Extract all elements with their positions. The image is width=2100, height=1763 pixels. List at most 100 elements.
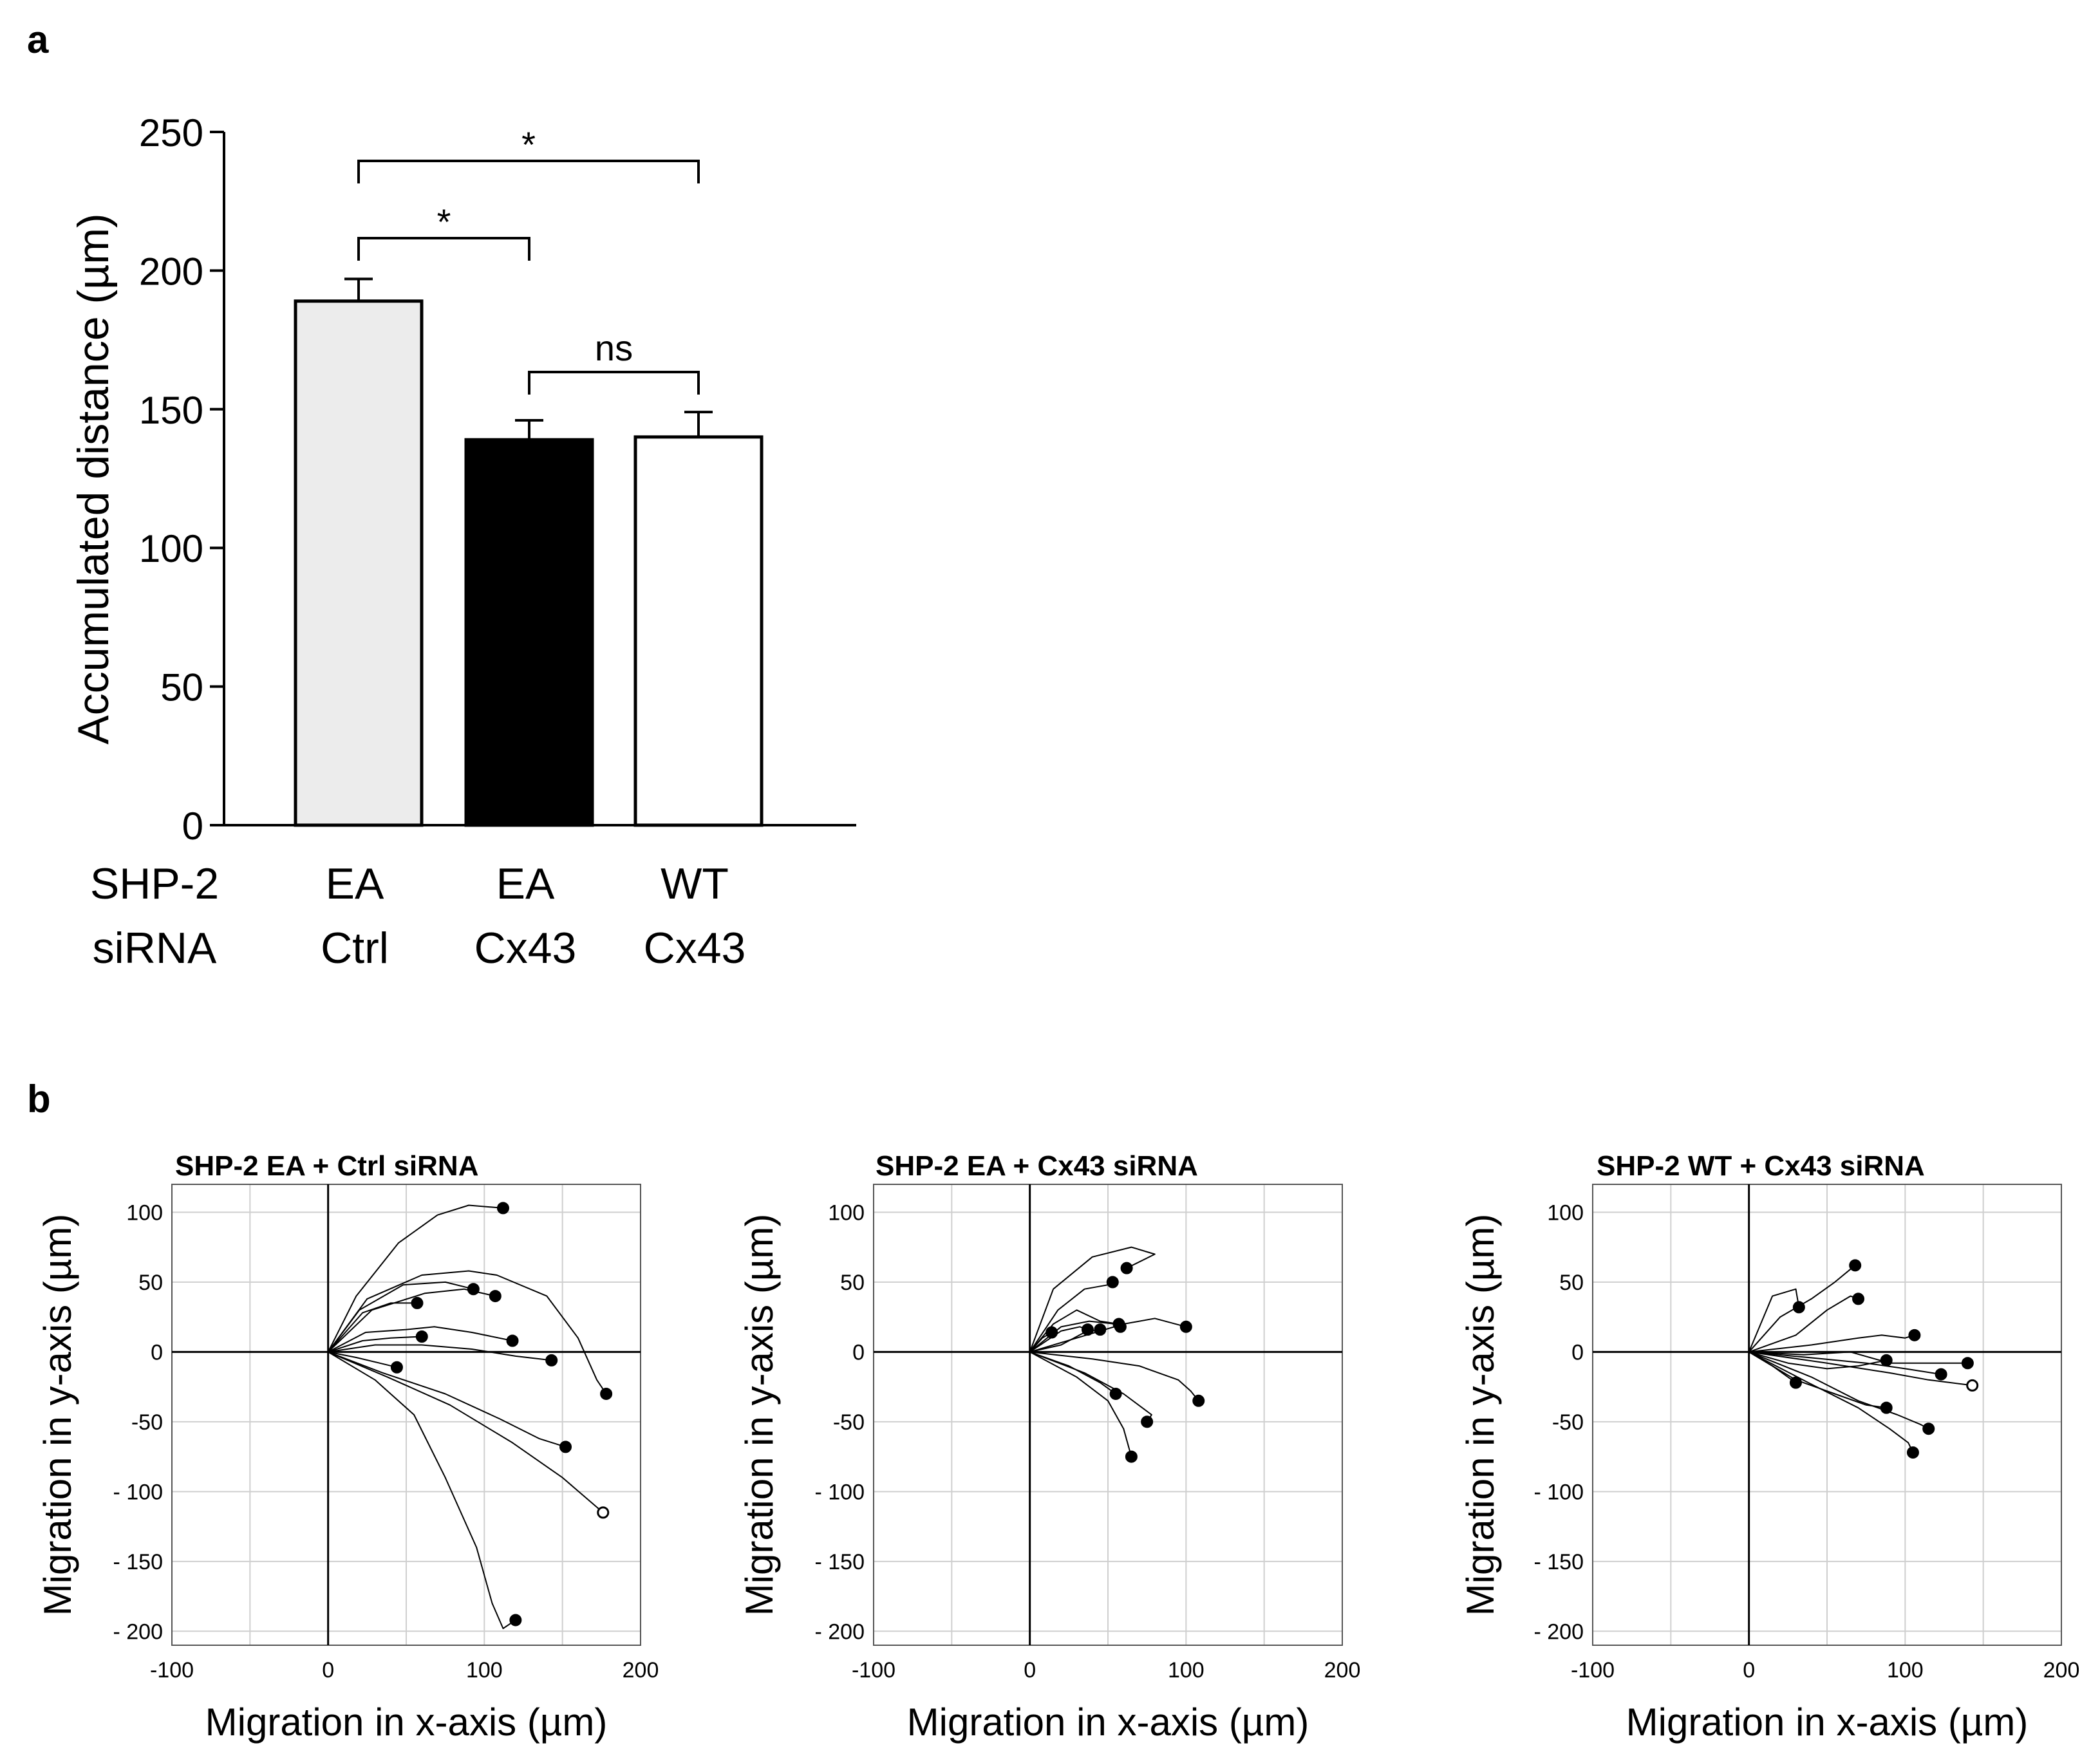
y-tick-label: - 200	[815, 1619, 865, 1644]
significance-label: ns	[595, 328, 633, 368]
row-label: siRNA	[93, 924, 217, 973]
category-label: EA	[326, 859, 384, 908]
x-axis-label: Migration in x-axis (µm)	[1626, 1701, 2029, 1744]
track-endpoint	[496, 1202, 509, 1215]
cell-track	[328, 1336, 422, 1353]
track-endpoint	[597, 1506, 610, 1519]
plot-frame	[171, 1184, 641, 1646]
x-tick-label: 200	[1324, 1658, 1361, 1683]
x-tick-label: 200	[2043, 1658, 2080, 1683]
y-tick-label: 50	[138, 1271, 163, 1295]
x-tick-label: -100	[150, 1658, 194, 1683]
track-endpoint	[559, 1441, 572, 1453]
track-endpoint	[1789, 1376, 1802, 1389]
cell-track	[1029, 1309, 1120, 1353]
y-axis-label: Migration in y-axis (µm)	[36, 1214, 79, 1616]
category-label: Cx43	[474, 924, 577, 973]
migration-plots: -100 0 100 200 100 50 0 -50 - 100 - 150 - 200 SHP-2…	[36, 1150, 2079, 1744]
significance-brackets: * * ns	[357, 124, 700, 395]
track-endpoint	[1792, 1301, 1805, 1314]
category-label: Cx43	[644, 924, 746, 973]
track-endpoint	[1880, 1354, 1893, 1367]
x-tick-label: -100	[852, 1658, 895, 1683]
track-endpoint	[489, 1290, 502, 1303]
cell-track	[327, 1204, 503, 1352]
y-tick-label: 100	[126, 1200, 163, 1225]
category-label: EA	[496, 859, 555, 908]
track-endpoint	[1125, 1450, 1138, 1463]
track-endpoint	[1081, 1323, 1094, 1336]
track-endpoint	[1179, 1320, 1192, 1333]
y-tick-label: 50	[160, 666, 203, 709]
track-endpoint	[1906, 1446, 1919, 1459]
track-endpoint	[1094, 1323, 1107, 1336]
cell-track	[328, 1288, 496, 1353]
x-tick-label: 0	[1024, 1658, 1036, 1683]
track-endpoint	[1935, 1368, 1947, 1381]
y-tick-label: - 100	[1534, 1480, 1584, 1504]
track-endpoint	[506, 1334, 519, 1347]
significance-bracket	[528, 371, 700, 395]
track-endpoint	[1120, 1262, 1133, 1274]
track-endpoint	[1880, 1401, 1893, 1414]
significance-label: *	[437, 201, 451, 242]
plot-frame	[873, 1184, 1343, 1646]
x-tick-label: 200	[623, 1658, 659, 1683]
cell-track	[328, 1351, 397, 1368]
bar	[294, 299, 424, 827]
track-endpoint	[1852, 1292, 1865, 1305]
bar	[633, 435, 764, 827]
y-tick-label: 250	[139, 111, 203, 154]
cell-track	[328, 1351, 604, 1513]
y-tick-label: - 150	[113, 1550, 164, 1574]
y-tick-label: 100	[828, 1200, 865, 1225]
y-axis-label: Migration in y-axis (µm)	[1459, 1214, 1502, 1616]
track-plot: -100 0 100 200 100 50 0 -50 - 100 - 150 - 200 SHP-2…	[36, 1150, 659, 1744]
category-labels: SHP-2 siRNA EA Ctrl EA Cx43 WT Cx43	[90, 859, 746, 973]
plot-title: SHP-2 WT + Cx43 siRNA	[1597, 1150, 1925, 1182]
cell-track	[1748, 1288, 1800, 1352]
cell-track	[328, 1344, 552, 1361]
x-axis-label: Migration in x-axis (µm)	[205, 1701, 608, 1744]
y-tick-label: - 200	[1534, 1619, 1584, 1644]
cell-track	[1748, 1351, 1942, 1376]
track-endpoint	[509, 1614, 522, 1627]
category-label: WT	[661, 859, 729, 908]
track-endpoint	[600, 1387, 613, 1400]
y-tick-label: -50	[131, 1410, 163, 1435]
track-endpoint	[415, 1330, 428, 1343]
track-endpoint	[1192, 1394, 1205, 1407]
track-endpoint	[390, 1361, 403, 1374]
y-tick-label: 50	[1559, 1271, 1584, 1295]
cell-track	[1748, 1351, 1887, 1370]
y-tick-label: 100	[1547, 1200, 1584, 1225]
x-tick-label: 0	[1743, 1658, 1755, 1683]
cell-track	[1748, 1334, 1915, 1353]
y-tick-label: -50	[1552, 1410, 1584, 1435]
y-tick-label: 0	[182, 805, 203, 848]
cell-track	[328, 1351, 516, 1629]
y-tick-label: 150	[139, 389, 203, 432]
grid	[1593, 1184, 2061, 1645]
track-endpoint	[411, 1296, 424, 1309]
track-endpoint	[1045, 1326, 1058, 1339]
panel-b-label: b	[27, 1077, 51, 1121]
cell-track	[1748, 1351, 1968, 1364]
significance-bracket	[357, 237, 530, 261]
tracks	[327, 1202, 613, 1629]
track-endpoint	[1961, 1357, 1974, 1370]
plot-title: SHP-2 EA + Cx43 siRNA	[876, 1150, 1198, 1182]
x-tick-label: 100	[1887, 1658, 1924, 1683]
y-tick-label: 0	[852, 1340, 865, 1365]
cell-track	[1748, 1265, 1856, 1353]
y-tick-label: - 150	[815, 1550, 865, 1574]
significance-label: *	[521, 124, 536, 165]
cell-track	[1029, 1246, 1156, 1352]
grid	[874, 1184, 1342, 1645]
cell-track	[1029, 1351, 1199, 1401]
bar-chart: 0 50 100 150 200 250 * * ns Accumulated distanc…	[69, 111, 856, 973]
plot-title: SHP-2 EA + Ctrl siRNA	[175, 1150, 478, 1182]
track-endpoint	[467, 1283, 480, 1296]
track-endpoint	[545, 1354, 558, 1367]
